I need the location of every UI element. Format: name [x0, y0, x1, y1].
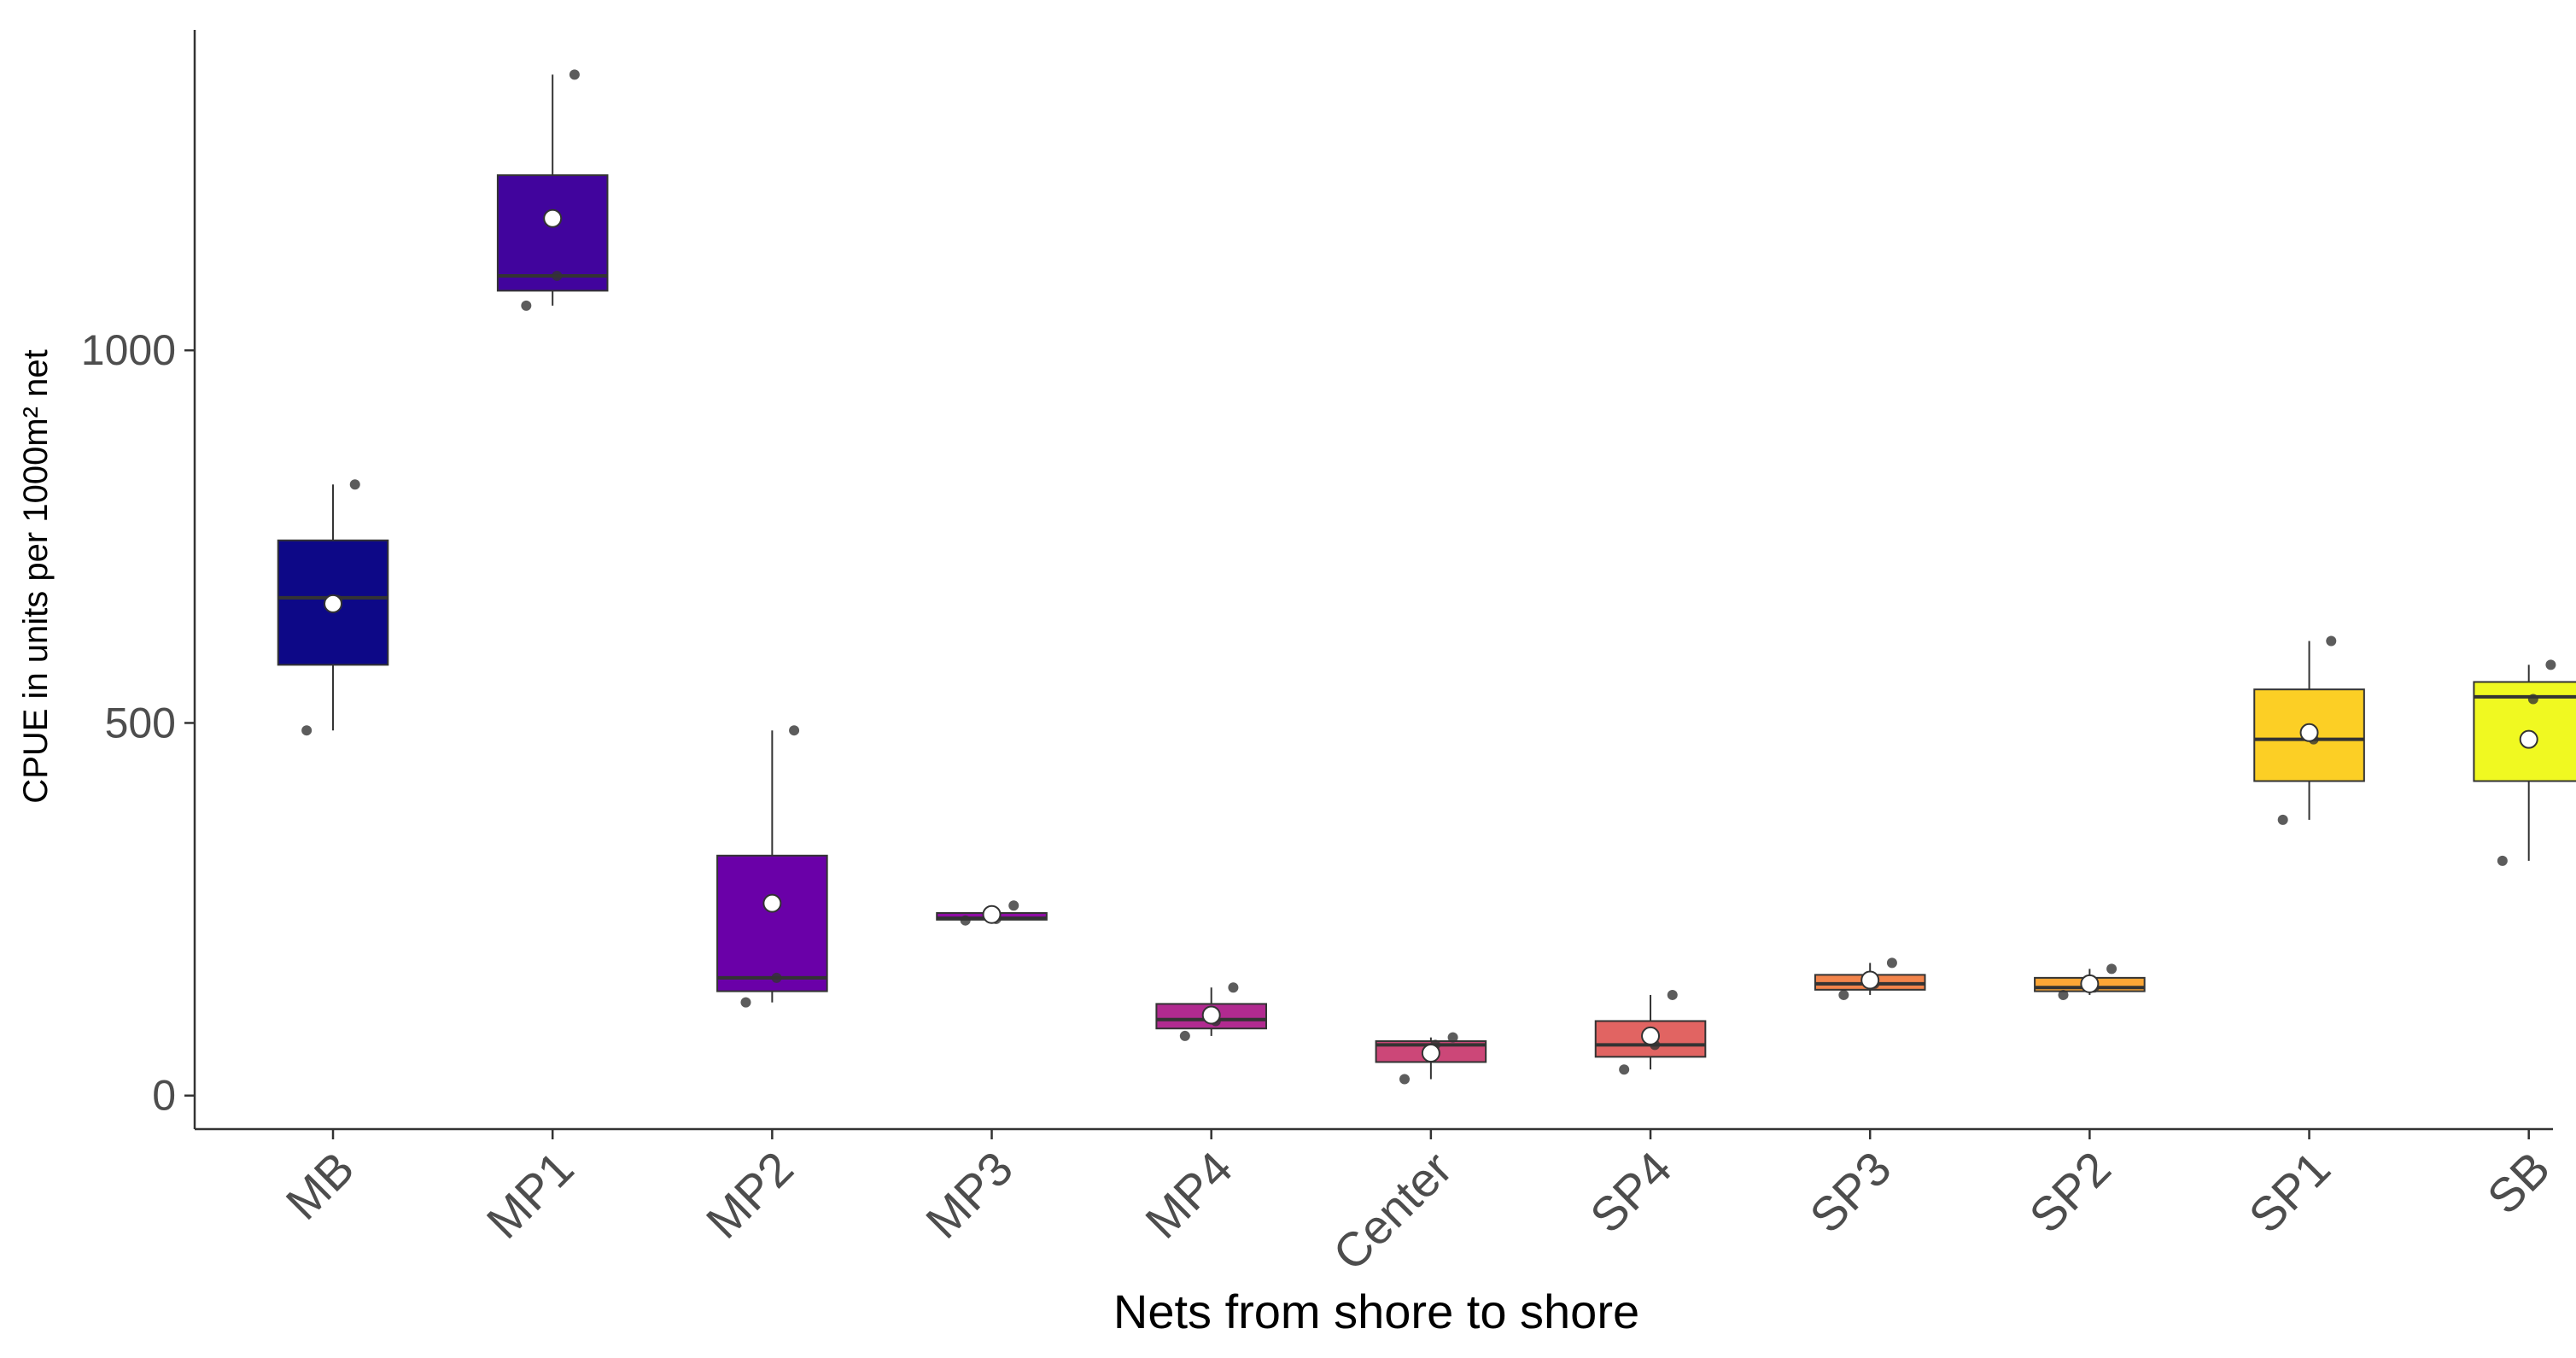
- mean-marker: [543, 208, 563, 228]
- box-mp2: [716, 725, 828, 1008]
- data-point: [2326, 635, 2337, 647]
- mean-marker: [1860, 970, 1880, 990]
- y-axis-ticks: 0 500 1000: [81, 326, 195, 1120]
- mean-marker: [1201, 1005, 1221, 1025]
- x-tick-label: SB: [2477, 1141, 2560, 1224]
- box-mp4: [1155, 982, 1267, 1041]
- x-tick-label: MB: [276, 1141, 365, 1230]
- data-point: [552, 270, 563, 281]
- box-sp3: [1814, 957, 1926, 1000]
- x-tick-label: SP1: [2239, 1141, 2340, 1243]
- data-point: [1399, 1074, 1411, 1085]
- data-point: [1179, 1030, 1190, 1041]
- x-tick-label: MP1: [476, 1141, 584, 1249]
- data-point: [1008, 900, 1019, 911]
- y-axis-title: CPUE in units per 1000m² net: [17, 349, 55, 803]
- data-point: [740, 997, 751, 1008]
- x-tick-label: MP2: [696, 1141, 803, 1249]
- box-mb: [277, 479, 389, 736]
- mean-marker: [2299, 723, 2319, 742]
- box-mp1: [496, 69, 609, 311]
- data-point: [2277, 814, 2288, 825]
- box-sb: [2473, 659, 2576, 866]
- box-sp2: [2034, 963, 2146, 1000]
- data-point: [2545, 659, 2556, 670]
- box-body: [716, 854, 828, 992]
- mean-marker: [1641, 1026, 1661, 1045]
- data-point: [521, 300, 532, 311]
- data-point: [1447, 1032, 1458, 1043]
- data-point: [2058, 989, 2069, 1000]
- box-mp3: [936, 900, 1048, 926]
- data-point: [1667, 989, 1678, 1000]
- data-point: [789, 725, 800, 736]
- data-point: [349, 479, 360, 490]
- mean-marker: [2519, 729, 2538, 749]
- x-tick-label: SP2: [2018, 1141, 2120, 1243]
- data-point: [1886, 957, 1897, 969]
- y-tick-label: 0: [152, 1072, 176, 1120]
- box-center: [1375, 1032, 1487, 1085]
- data-point: [569, 69, 580, 80]
- mean-marker: [2080, 974, 2100, 993]
- boxes: [277, 69, 2576, 1085]
- box-sp1: [2253, 635, 2365, 825]
- data-point: [2497, 855, 2508, 866]
- data-point: [1838, 989, 1849, 1000]
- x-tick-label: MP3: [915, 1141, 1023, 1249]
- axes: [193, 30, 2553, 1131]
- x-axis-title: Nets from shore to shore: [1113, 1285, 1639, 1338]
- y-tick-label: 500: [105, 699, 176, 746]
- mean-marker: [324, 594, 343, 613]
- x-tick-label: SP4: [1580, 1141, 1681, 1243]
- data-point: [1228, 982, 1239, 993]
- mean-marker: [982, 904, 1002, 924]
- x-axis-ticks: MB MP1 MP2 MP3 MP4 Center SP4 SP3 SP2 SP1 SB: [276, 1129, 2560, 1280]
- x-tick-label: SP3: [1799, 1141, 1901, 1243]
- mean-marker: [1421, 1044, 1440, 1063]
- box-body: [496, 174, 609, 292]
- data-point: [771, 972, 782, 983]
- mean-marker: [762, 893, 782, 913]
- x-tick-label: MP4: [1135, 1141, 1242, 1249]
- y-tick-label: 1000: [81, 326, 176, 374]
- data-point: [2527, 694, 2538, 705]
- x-tick-label: Center: [1323, 1141, 1462, 1280]
- box-sp4: [1594, 989, 1707, 1075]
- data-point: [1619, 1064, 1630, 1075]
- data-point: [960, 915, 971, 926]
- data-point: [2106, 963, 2117, 975]
- data-point: [301, 725, 313, 736]
